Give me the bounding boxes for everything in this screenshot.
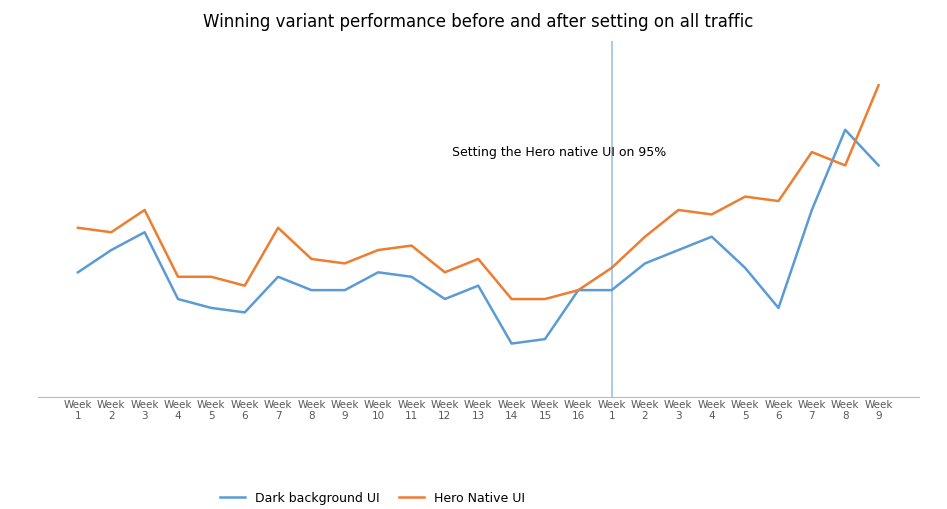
Dark background UI <box>806 207 817 213</box>
Dark background UI <box>740 265 751 271</box>
Hero Native UI <box>273 225 284 231</box>
Hero Native UI <box>506 296 517 302</box>
Hero Native UI <box>372 247 384 253</box>
Line: Dark background UI: Dark background UI <box>78 130 879 344</box>
Dark background UI <box>773 305 784 311</box>
Hero Native UI <box>139 207 151 213</box>
Dark background UI <box>539 336 550 342</box>
Hero Native UI <box>773 198 784 204</box>
Hero Native UI <box>639 234 651 240</box>
Dark background UI <box>573 287 584 293</box>
Dark background UI <box>105 247 117 253</box>
Hero Native UI <box>606 265 617 271</box>
Dark background UI <box>839 127 850 133</box>
Hero Native UI <box>740 193 751 200</box>
Hero Native UI <box>205 274 217 280</box>
Dark background UI <box>706 234 718 240</box>
Dark background UI <box>473 282 484 289</box>
Dark background UI <box>873 162 884 168</box>
Hero Native UI <box>806 149 817 155</box>
Hero Native UI <box>706 211 718 217</box>
Dark background UI <box>506 341 517 347</box>
Hero Native UI <box>339 260 350 267</box>
Hero Native UI <box>439 269 451 275</box>
Dark background UI <box>239 309 250 316</box>
Line: Hero Native UI: Hero Native UI <box>78 85 879 299</box>
Hero Native UI <box>406 242 418 248</box>
Legend: Dark background UI, Hero Native UI: Dark background UI, Hero Native UI <box>221 492 525 505</box>
Hero Native UI <box>839 162 850 168</box>
Title: Winning variant performance before and after setting on all traffic: Winning variant performance before and a… <box>203 13 754 31</box>
Hero Native UI <box>539 296 550 302</box>
Dark background UI <box>139 229 151 235</box>
Hero Native UI <box>473 256 484 262</box>
Hero Native UI <box>306 256 317 262</box>
Dark background UI <box>306 287 317 293</box>
Dark background UI <box>72 269 83 275</box>
Dark background UI <box>372 269 384 275</box>
Dark background UI <box>406 274 418 280</box>
Dark background UI <box>205 305 217 311</box>
Dark background UI <box>172 296 184 302</box>
Hero Native UI <box>172 274 184 280</box>
Hero Native UI <box>672 207 684 213</box>
Hero Native UI <box>72 225 83 231</box>
Dark background UI <box>639 260 651 267</box>
Dark background UI <box>606 287 617 293</box>
Dark background UI <box>672 247 684 253</box>
Dark background UI <box>439 296 451 302</box>
Dark background UI <box>273 274 284 280</box>
Hero Native UI <box>573 287 584 293</box>
Hero Native UI <box>105 229 117 235</box>
Hero Native UI <box>239 282 250 289</box>
Text: Setting the Hero native UI on 95%: Setting the Hero native UI on 95% <box>452 146 666 159</box>
Dark background UI <box>339 287 350 293</box>
Hero Native UI <box>873 82 884 89</box>
